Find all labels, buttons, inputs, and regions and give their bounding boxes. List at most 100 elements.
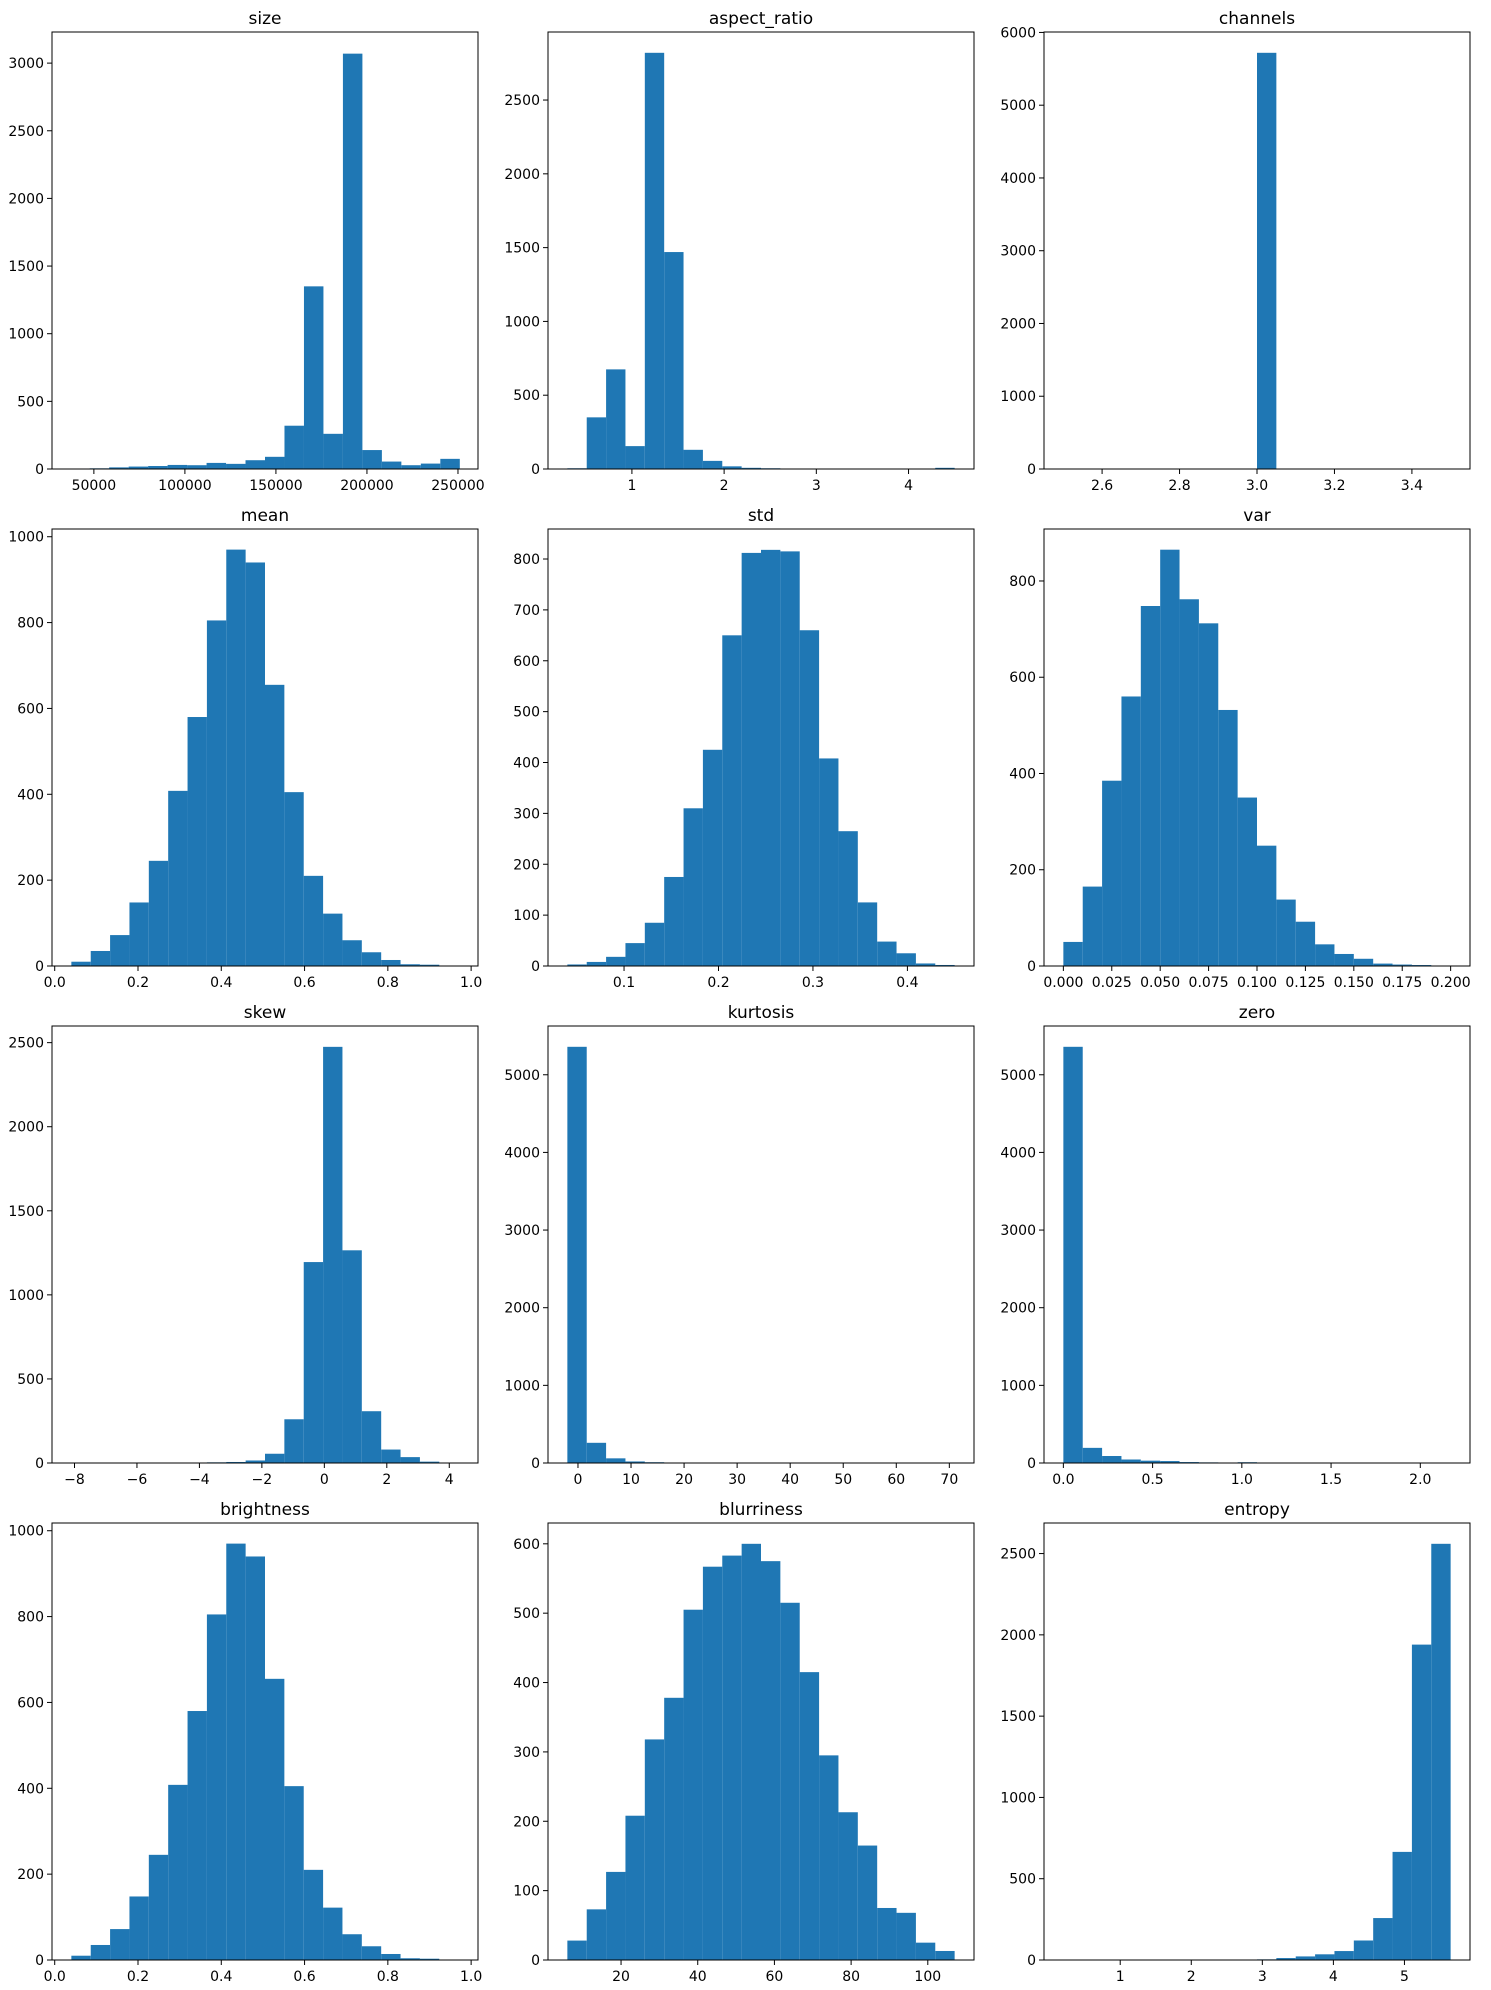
histogram-bar — [1121, 1459, 1141, 1463]
y-tick-label: 2000 — [1000, 1628, 1036, 1644]
histogram-bar — [877, 1907, 897, 1960]
axes-frame — [1043, 1025, 1471, 1464]
x-tick-label: −4 — [189, 1472, 210, 1488]
y-tick-label: 800 — [17, 616, 44, 632]
y-tick-label: 0 — [531, 1456, 540, 1472]
y-tick-label: 300 — [513, 1745, 540, 1761]
y-tick-label: 200 — [17, 1867, 44, 1883]
x-tick-label: 10 — [622, 1472, 640, 1488]
y-tick-label: 5000 — [1000, 1068, 1036, 1084]
histogram-panel-skew: skew −8 −6 −4 −2 0 2 4 0 500 1000 1500 2000 2500 — [8, 1003, 479, 1488]
x-tick-label: 0.8 — [377, 975, 399, 991]
histogram-bar — [586, 417, 607, 469]
x-tick-label: 100000 — [158, 478, 211, 494]
histogram-bar — [586, 961, 607, 966]
y-tick-label: 1500 — [8, 259, 44, 275]
histogram-bar — [148, 860, 169, 966]
histogram-bar — [1160, 549, 1180, 966]
histogram-bar — [1257, 845, 1277, 966]
x-tick-label: 1 — [627, 478, 636, 494]
y-tick-label: 1000 — [8, 327, 44, 343]
histogram-bar — [1237, 797, 1257, 966]
x-tick-label: 0.150 — [1334, 975, 1374, 991]
histogram-bar — [1140, 606, 1161, 966]
histogram-bar — [323, 913, 343, 966]
histogram-bar — [303, 1869, 324, 1960]
x-tick-label: 20 — [675, 1472, 693, 1488]
y-tick-label: 0 — [531, 1953, 540, 1969]
histogram-bar — [206, 620, 227, 966]
histogram-bar — [644, 922, 665, 966]
x-tick-label: 1.0 — [460, 1969, 482, 1985]
histogram-bar — [361, 952, 382, 966]
y-tick-label: 1000 — [504, 314, 540, 330]
axes-frame — [51, 528, 479, 967]
histogram-bar — [342, 1250, 362, 1463]
x-tick-label: 150000 — [249, 478, 302, 494]
y-tick-label: 800 — [1009, 574, 1036, 590]
x-tick-label: 40 — [781, 1472, 799, 1488]
x-tick-label: 2 — [382, 1472, 391, 1488]
y-tick-label: 500 — [17, 394, 44, 410]
histogram-bar — [71, 961, 91, 966]
histogram-bar — [586, 1442, 607, 1463]
histogram-bar — [702, 749, 723, 966]
x-tick-label: 4 — [445, 1472, 454, 1488]
y-tick-label: 500 — [513, 388, 540, 404]
histogram-bar — [342, 940, 362, 966]
histogram-bar — [303, 286, 324, 469]
axes-frame — [547, 528, 975, 967]
y-tick-label: 1500 — [504, 241, 540, 257]
y-tick-label: 0 — [35, 959, 44, 975]
y-tick-label: 200 — [17, 873, 44, 889]
histogram-bar — [361, 1946, 382, 1960]
y-tick-label: 0 — [531, 959, 540, 975]
y-tick-label: 400 — [17, 787, 44, 803]
y-tick-label: 2000 — [504, 167, 540, 183]
axes-frame — [1043, 1522, 1471, 1961]
y-tick-label: 500 — [17, 1372, 44, 1388]
y-tick-label: 800 — [17, 1610, 44, 1626]
y-tick-label: 700 — [513, 603, 540, 619]
histogram-bar — [206, 462, 227, 469]
histogram-bar — [896, 953, 916, 966]
histogram-bar — [780, 551, 800, 966]
histogram-bar — [187, 465, 207, 469]
histogram-bar — [625, 943, 645, 966]
histogram-bar — [1082, 1447, 1103, 1463]
histogram-bar — [896, 1912, 916, 1960]
histogram-bar — [838, 831, 858, 966]
histogram-bar — [702, 460, 723, 469]
histogram-bar — [625, 1461, 645, 1463]
histogram-bar — [1295, 921, 1316, 966]
y-tick-label: 2500 — [8, 1036, 44, 1052]
histogram-bar — [420, 463, 441, 469]
histogram-bar — [799, 630, 820, 966]
y-tick-label: 600 — [513, 654, 540, 670]
x-tick-label: 0.2 — [127, 975, 149, 991]
axes-frame — [51, 1025, 479, 1464]
y-tick-label: 0 — [1027, 462, 1036, 478]
y-tick-label: 1000 — [1000, 1790, 1036, 1806]
histogram-bar — [361, 1411, 382, 1463]
y-tick-label: 500 — [513, 705, 540, 721]
x-tick-label: 2.8 — [1168, 478, 1190, 494]
y-tick-label: 0 — [1027, 1456, 1036, 1472]
histogram-bar — [148, 1854, 169, 1960]
histogram-bar — [606, 1458, 626, 1463]
histogram-bar — [625, 446, 645, 469]
panel-title: blurriness — [719, 1500, 803, 1520]
y-tick-label: 0 — [35, 1456, 44, 1472]
histogram-bar — [381, 959, 401, 966]
histogram-panel-size: size 50000 100000 150000 200000 250000 0 500 100… — [8, 9, 484, 494]
x-tick-label: 0.5 — [1141, 1472, 1163, 1488]
histogram-bar — [71, 1955, 91, 1960]
histogram-bar — [838, 1812, 858, 1960]
histogram-bar — [303, 875, 324, 966]
y-tick-label: 400 — [1009, 766, 1036, 782]
histogram-bar — [1121, 696, 1141, 966]
histogram-bar — [168, 1784, 188, 1960]
histogram-bar — [625, 1815, 645, 1960]
histogram-bar — [722, 1555, 742, 1960]
histogram-bar — [245, 562, 265, 966]
